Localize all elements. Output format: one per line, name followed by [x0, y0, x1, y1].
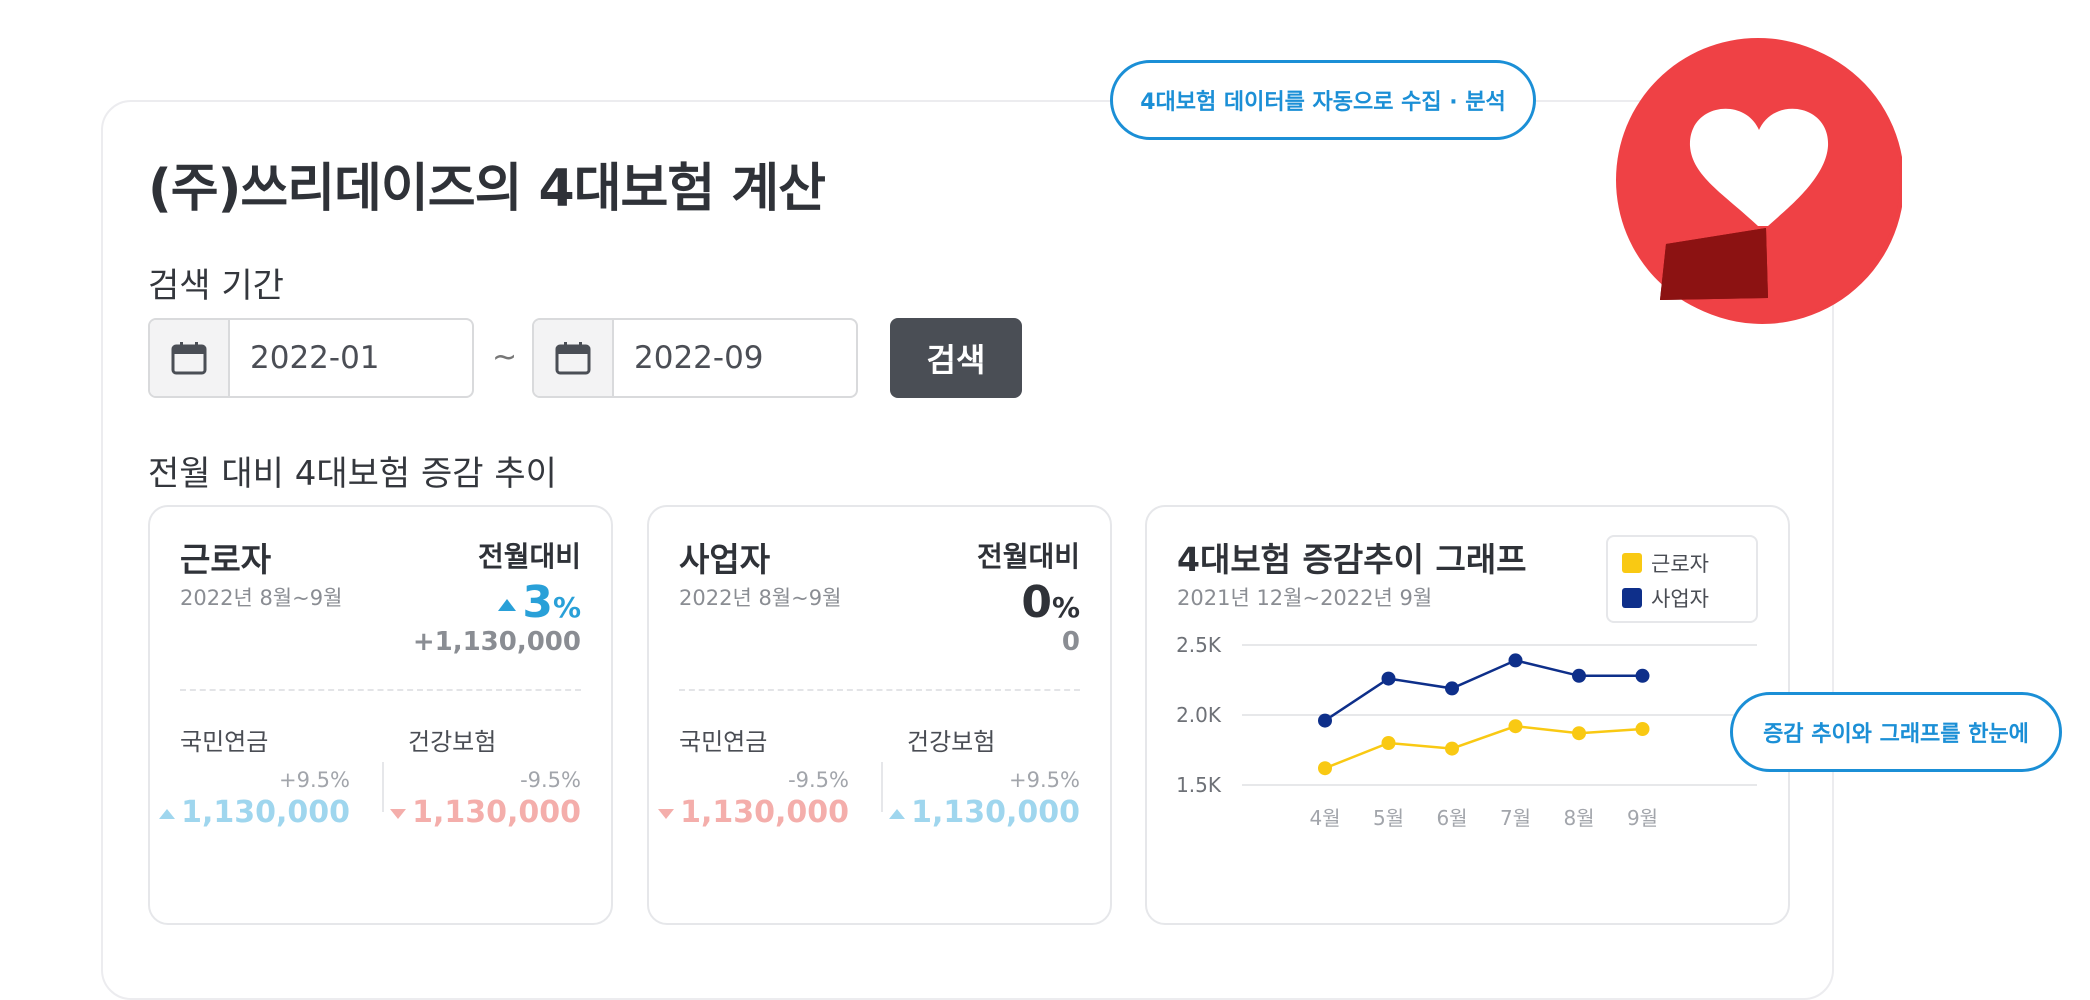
- x-tick-label: 5월: [1373, 806, 1404, 830]
- mom-change-percent: 0%: [1021, 577, 1080, 628]
- data-point: [1572, 726, 1586, 741]
- x-tick-label: 4월: [1309, 806, 1340, 830]
- trend-line-chart: 2.5K 2.0K 1.5K 4월 5월 6월 7월 8월 9월: [1176, 633, 1757, 830]
- start-date-value[interactable]: 2022-01: [250, 340, 380, 376]
- increase-arrow-icon: [498, 599, 517, 611]
- data-point: [1635, 722, 1650, 736]
- legend-swatch: [1622, 587, 1642, 608]
- mom-label: 전월대비: [477, 540, 581, 573]
- x-tick-label: 7월: [1500, 806, 1531, 830]
- brand-logo: [1616, 38, 1902, 324]
- employer-card: 사업자 2022년 8월~9월 전월대비 0% 0 국민연금 -9.5% 1,1…: [647, 505, 1112, 925]
- x-tick-label: 6월: [1436, 806, 1467, 830]
- data-point: [1318, 713, 1332, 728]
- health-insurance-percent: -9.5%: [520, 768, 581, 792]
- data-point: [1445, 681, 1459, 696]
- legend-item-employer: 사업자: [1622, 580, 1742, 615]
- card-title: 사업자: [679, 540, 771, 579]
- trend-graph-card: 4대보험 증감추이 그래프 2021년 12월~2022년 9월 근로자 사업자…: [1145, 505, 1790, 925]
- divider: [180, 689, 581, 691]
- date-range-separator: ~: [492, 340, 518, 375]
- increase-arrow-icon: [159, 808, 176, 819]
- data-point: [1635, 668, 1650, 683]
- divider: [881, 762, 883, 812]
- trend-graph-callout: 증감 추이와 그래프를 한눈에: [1730, 692, 2062, 772]
- y-tick-label: 1.5K: [1176, 773, 1222, 797]
- worker-card: 근로자 2022년 8월~9월 전월대비 3% +1,130,000 국민연금 …: [148, 505, 613, 925]
- pension-value: 1,130,000: [159, 795, 350, 830]
- end-date-field[interactable]: 2022-09: [532, 318, 858, 398]
- trend-section-label: 전월 대비 4대보험 증감 추이: [148, 454, 557, 494]
- data-point: [1445, 741, 1459, 756]
- end-date-value[interactable]: 2022-09: [634, 340, 764, 376]
- search-button[interactable]: 검색: [890, 318, 1022, 398]
- mom-change-amount: +1,130,000: [412, 627, 581, 657]
- card-period: 2022년 8월~9월: [679, 586, 842, 610]
- health-insurance-label: 건강보험: [408, 728, 497, 756]
- search-period-label: 검색 기간: [148, 266, 284, 306]
- health-insurance-value: 1,130,000: [889, 795, 1080, 830]
- legend-item-worker: 근로자: [1622, 545, 1742, 580]
- pension-percent: +9.5%: [279, 768, 350, 792]
- y-tick-label: 2.5K: [1176, 633, 1222, 657]
- data-point: [1318, 761, 1332, 776]
- y-tick-label: 2.0K: [1176, 703, 1222, 727]
- card-title: 근로자: [180, 540, 272, 579]
- start-date-field[interactable]: 2022-01: [148, 318, 474, 398]
- data-point: [1381, 736, 1396, 750]
- divider: [382, 762, 384, 812]
- auto-collect-callout: 4대보험 데이터를 자동으로 수집 · 분석: [1110, 60, 1536, 140]
- health-insurance-percent: +9.5%: [1009, 768, 1080, 792]
- divider: [679, 689, 1080, 691]
- series-line-employer: [1324, 659, 1643, 722]
- pension-value: 1,130,000: [658, 795, 849, 830]
- mom-change-percent: 3%: [498, 577, 581, 628]
- x-tick-label: 9월: [1627, 806, 1658, 830]
- chart-legend: 근로자 사업자: [1606, 535, 1758, 623]
- mom-change-amount: 0: [1061, 627, 1080, 657]
- health-insurance-label: 건강보험: [907, 728, 996, 756]
- data-point: [1381, 671, 1396, 686]
- decrease-arrow-icon: [390, 808, 407, 819]
- x-tick-label: 8월: [1563, 806, 1594, 830]
- data-point: [1508, 653, 1523, 668]
- card-period: 2022년 8월~9월: [180, 586, 343, 610]
- increase-arrow-icon: [889, 808, 906, 819]
- pension-label: 국민연금: [679, 728, 768, 756]
- pension-label: 국민연금: [180, 728, 269, 756]
- health-insurance-value: 1,130,000: [390, 795, 581, 830]
- page-title: (주)쓰리데이즈의 4대보험 계산: [148, 159, 826, 219]
- decrease-arrow-icon: [658, 808, 675, 819]
- legend-swatch: [1622, 552, 1642, 573]
- series-line-worker: [1324, 724, 1643, 770]
- calendar-icon[interactable]: [534, 320, 614, 396]
- graph-period: 2021년 12월~2022년 9월: [1177, 586, 1433, 610]
- data-point: [1508, 719, 1523, 734]
- graph-title: 4대보험 증감추이 그래프: [1177, 540, 1527, 579]
- pension-percent: -9.5%: [788, 768, 849, 792]
- calendar-icon[interactable]: [150, 320, 230, 396]
- mom-label: 전월대비: [976, 540, 1080, 573]
- data-point: [1572, 668, 1586, 683]
